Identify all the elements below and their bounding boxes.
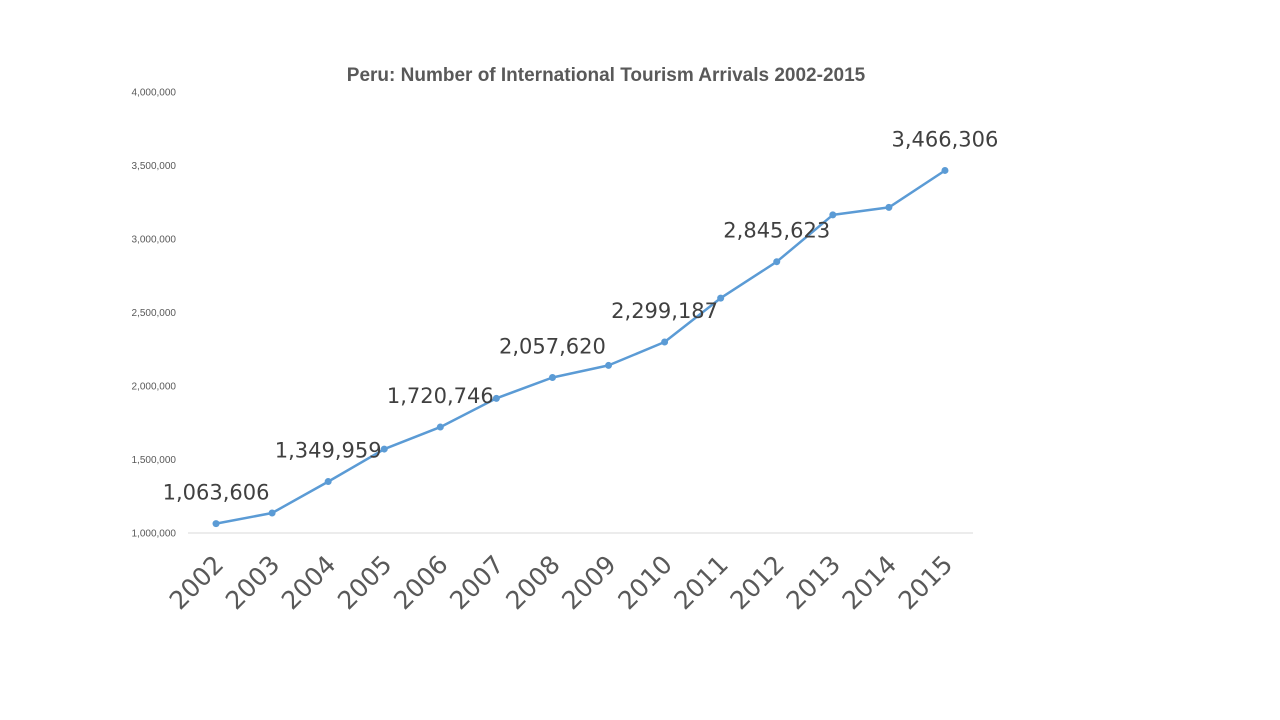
x-tick-label: 2005 — [332, 550, 397, 615]
data-point — [941, 166, 949, 174]
data-label: 2,299,187 — [611, 299, 718, 323]
y-tick-label: 3,000,000 — [132, 235, 177, 246]
data-label: 1,720,746 — [387, 384, 494, 408]
x-tick-label: 2007 — [444, 550, 509, 615]
x-tick-label: 2004 — [276, 550, 341, 615]
y-tick-label: 1,500,000 — [132, 455, 177, 466]
data-point — [380, 445, 388, 453]
data-label: 3,466,306 — [892, 127, 999, 151]
x-tick-label: 2011 — [668, 550, 733, 615]
data-point — [717, 294, 725, 302]
y-tick-label: 4,000,000 — [132, 88, 177, 99]
x-tick-label: 2010 — [612, 550, 677, 615]
y-tick-label: 2,500,000 — [132, 308, 177, 319]
series-line — [214, 169, 947, 525]
data-point — [492, 394, 500, 402]
y-tick-label: 2,000,000 — [132, 382, 177, 393]
data-point — [436, 423, 444, 431]
y-axis-ticks: 1,000,000 1,500,000 2,000,000 2,500,000 3,00… — [132, 88, 177, 540]
data-point — [885, 203, 893, 211]
x-tick-label: 2014 — [837, 550, 902, 615]
x-tick-label: 2015 — [893, 550, 958, 615]
x-tick-label: 2012 — [724, 550, 789, 615]
x-axis-ticks: 2002200320042005200620072008200920102011… — [164, 550, 958, 615]
x-tick-label: 2003 — [220, 550, 285, 615]
chart-title: Peru: Number of International Tourism Ar… — [347, 65, 866, 86]
data-label: 1,349,959 — [275, 439, 382, 463]
data-point — [548, 374, 556, 382]
x-tick-label: 2013 — [781, 550, 846, 615]
data-point — [268, 509, 276, 517]
data-point — [324, 478, 332, 486]
data-label: 1,063,606 — [163, 481, 270, 505]
data-label: 2,057,620 — [499, 335, 606, 359]
data-point — [212, 520, 220, 528]
y-tick-label: 3,500,000 — [132, 161, 177, 172]
data-point — [829, 211, 837, 219]
series-points — [212, 166, 949, 528]
x-tick-label: 2008 — [500, 550, 565, 615]
x-tick-label: 2002 — [164, 550, 229, 615]
data-label: 2,845,623 — [723, 219, 830, 243]
data-point — [773, 258, 781, 266]
data-point — [661, 338, 669, 346]
x-tick-label: 2006 — [388, 550, 453, 615]
y-tick-label: 1,000,000 — [132, 529, 177, 540]
x-tick-label: 2009 — [556, 550, 621, 615]
data-point — [605, 361, 613, 369]
